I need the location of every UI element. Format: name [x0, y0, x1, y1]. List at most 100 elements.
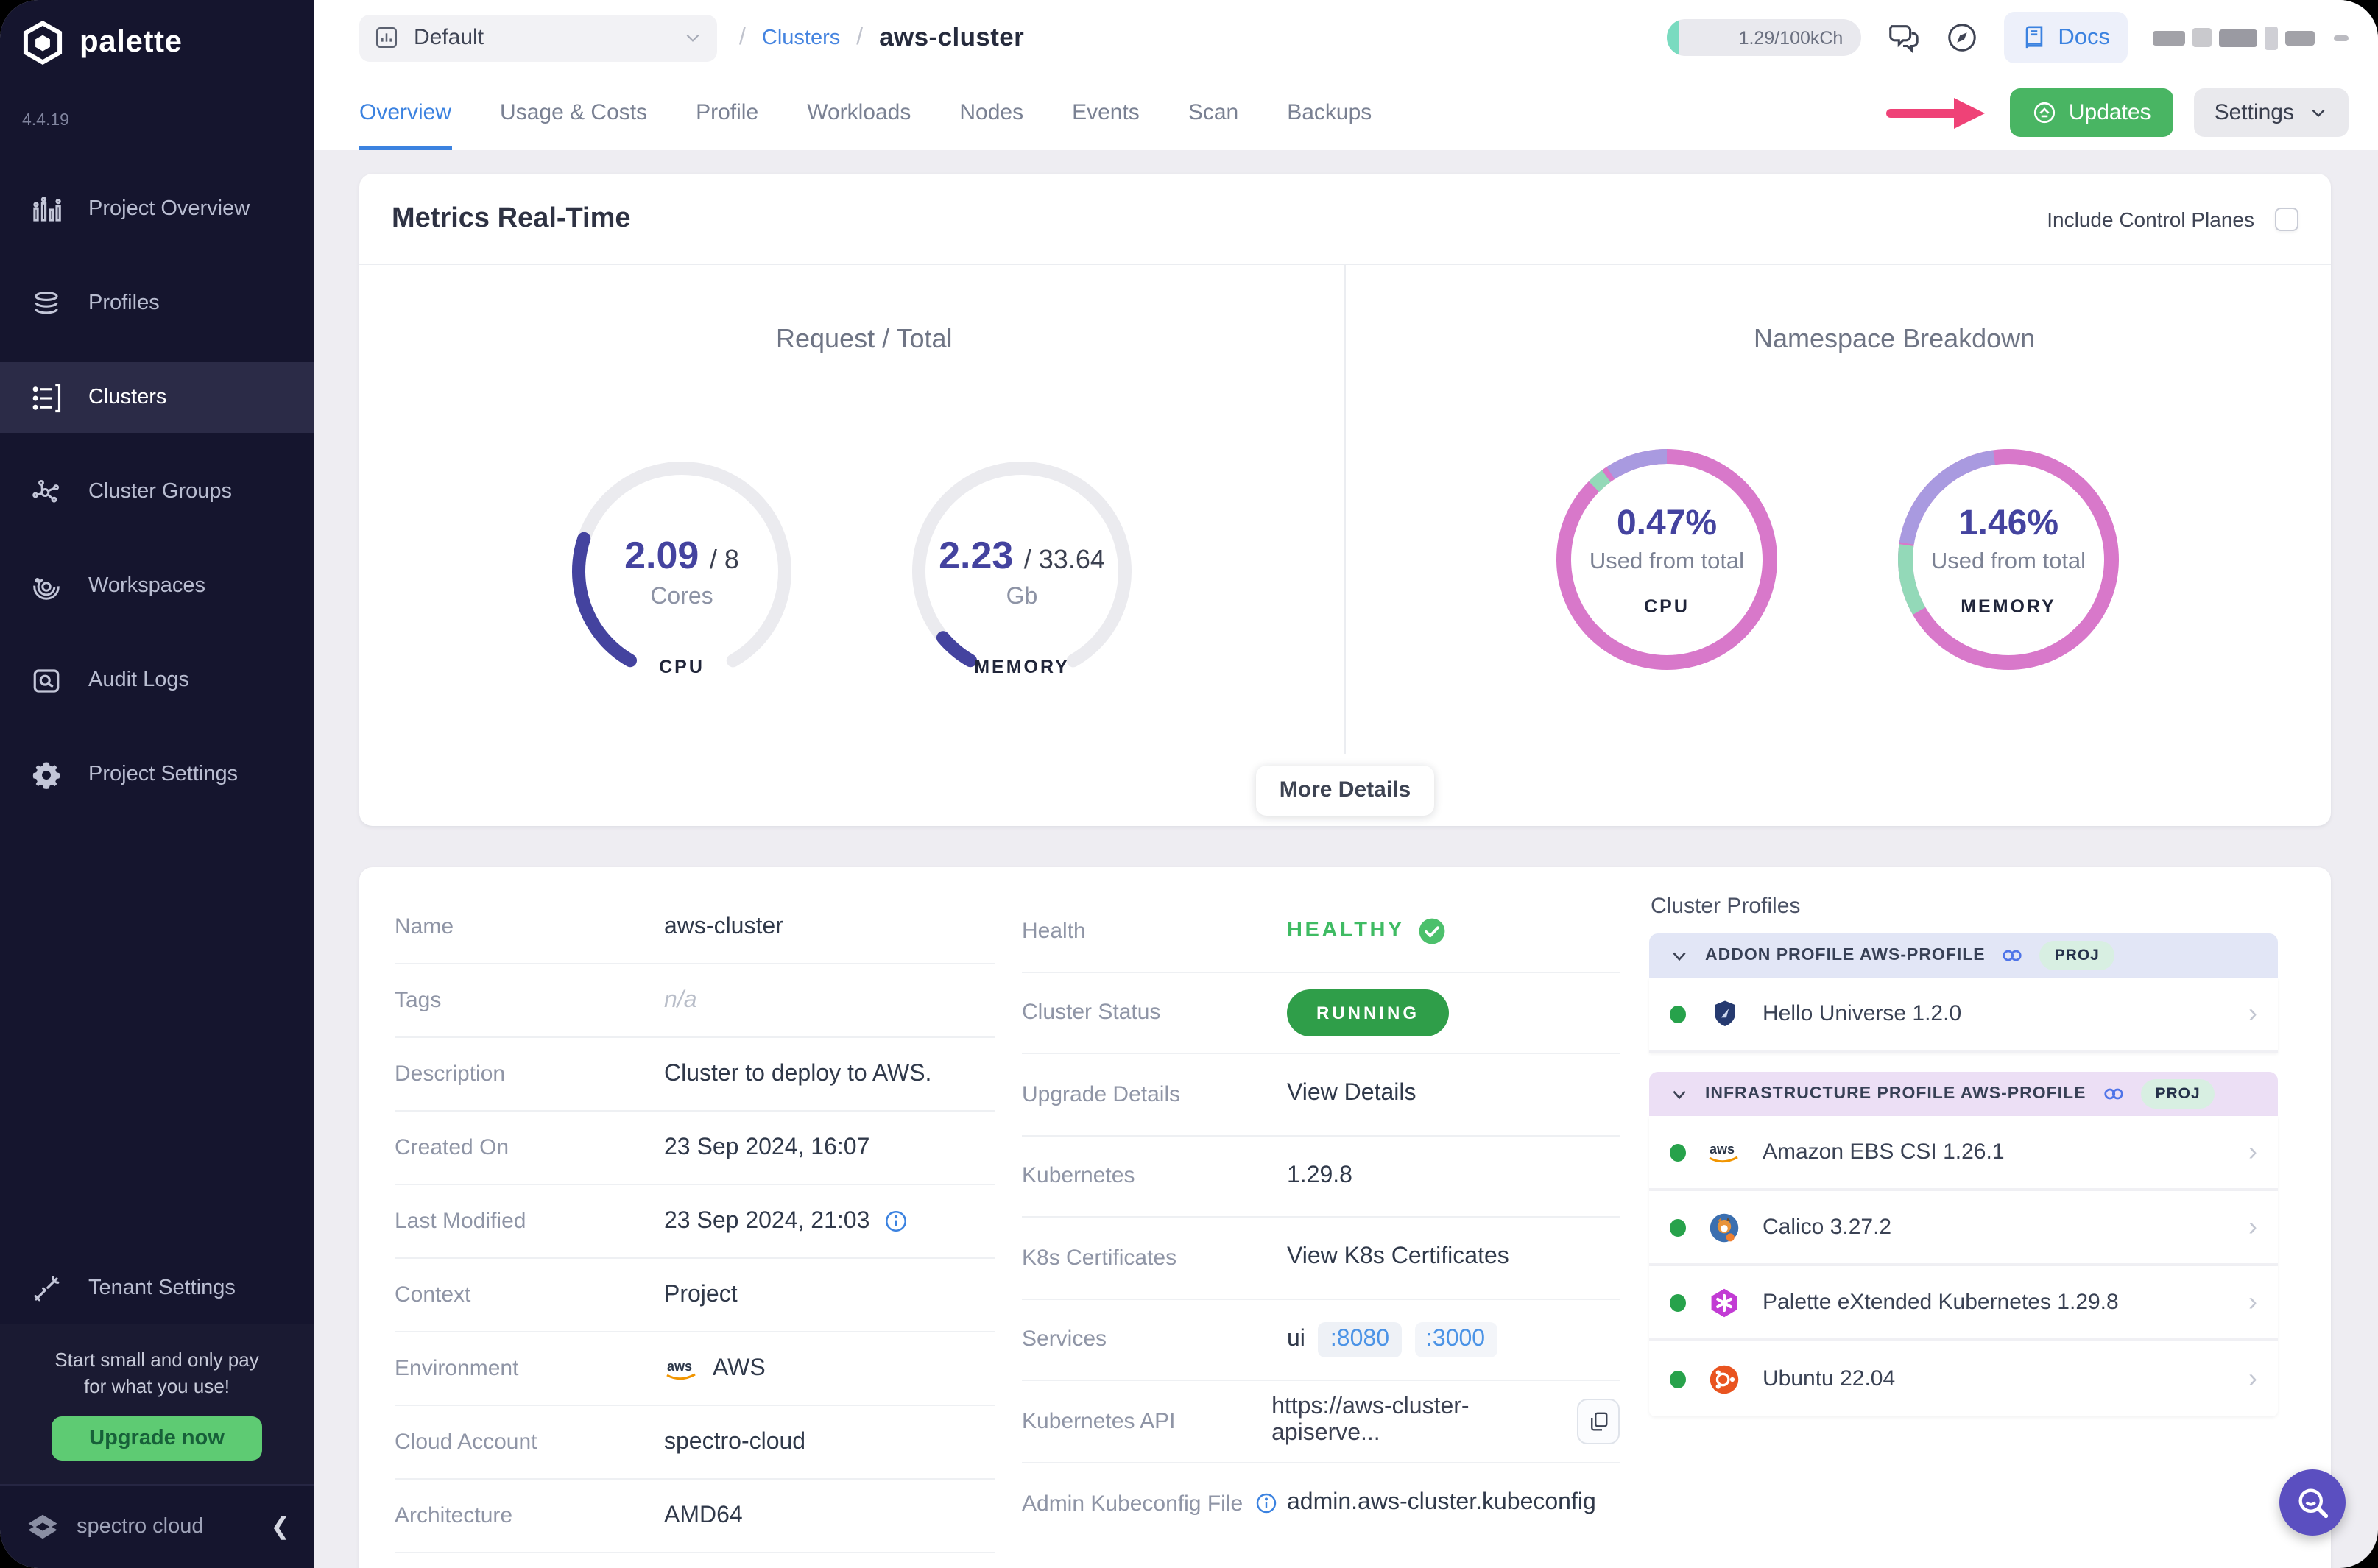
profile-pack-row-pxk[interactable]: Palette eXtended Kubernetes 1.29.8 › — [1649, 1266, 2278, 1341]
detail-row-upgrade-details: Upgrade Details View Details — [1022, 1054, 1620, 1136]
breadcrumb-clusters-link[interactable]: Clusters — [761, 26, 841, 49]
sidebar-item-tenant-settings[interactable]: Tenant Settings — [0, 1253, 314, 1324]
usage-meter-fill — [1666, 19, 1679, 56]
profile-pack-row-hello-universe[interactable]: Hello Universe 1.2.0 › — [1649, 978, 2278, 1053]
detail-row-name: Name aws-cluster — [395, 891, 995, 964]
detail-row-cluster-status: Cluster Status RUNNING — [1022, 972, 1620, 1054]
service-port-link[interactable]: :3000 — [1414, 1321, 1497, 1357]
service-port-link[interactable]: :8080 — [1318, 1321, 1401, 1357]
sidebar: palette 4.4.19 Project Overview Profiles… — [0, 0, 314, 1568]
upgrade-now-button[interactable]: Upgrade now — [51, 1416, 263, 1461]
field-value: n/a — [664, 987, 697, 1012]
field-label: Health — [1022, 918, 1086, 944]
pack-name: Hello Universe 1.2.0 — [1763, 1001, 1962, 1026]
tab-backups[interactable]: Backups — [1287, 99, 1372, 124]
namespace-cpu-caption: Used from total — [1589, 548, 1745, 573]
sidebar-item-project-overview[interactable]: Project Overview — [0, 174, 314, 244]
field-label: Services — [1022, 1327, 1107, 1352]
chevron-right-icon: › — [2248, 1287, 2257, 1316]
field-label: Tags — [395, 988, 442, 1013]
sidebar-item-label: Workspaces — [88, 574, 206, 598]
annotation-arrow — [1885, 97, 1985, 128]
docs-button[interactable]: Docs — [2003, 12, 2128, 63]
chevron-down-icon — [2312, 109, 2325, 118]
status-badge: RUNNING — [1287, 989, 1449, 1036]
collapse-sidebar-chevron[interactable]: ❮ — [270, 1515, 290, 1540]
include-control-planes-checkbox[interactable] — [2275, 207, 2298, 230]
hello-universe-icon — [1707, 996, 1742, 1031]
info-icon[interactable] — [1255, 1492, 1278, 1516]
tab-scan[interactable]: Scan — [1188, 99, 1239, 124]
detail-row-services: Services ui :8080 :3000 — [1022, 1299, 1620, 1381]
cpu-unit: Cores — [650, 584, 713, 609]
details-left-column: Name aws-cluster Tags n/a Description Cl… — [395, 891, 995, 1553]
tab-usage-costs[interactable]: Usage & Costs — [500, 99, 648, 124]
app-name: palette — [80, 25, 183, 59]
chevron-down-icon — [1673, 951, 1686, 961]
pack-status-dot — [1670, 1293, 1686, 1311]
more-details-button[interactable]: More Details — [1255, 765, 1435, 815]
detail-row-environment: Environment aws AWS — [395, 1332, 995, 1406]
health-status: HEALTHY — [1287, 919, 1405, 943]
info-icon[interactable] — [883, 1209, 908, 1234]
view-k8s-certificates-link[interactable]: View K8s Certificates — [1287, 1244, 1509, 1270]
field-label: Description — [395, 1062, 506, 1087]
clusters-icon — [29, 382, 62, 413]
detail-row-architecture: Architecture AMD64 — [395, 1480, 995, 1553]
profile-pack-row-ubuntu[interactable]: Ubuntu 22.04 › — [1649, 1341, 2278, 1416]
copy-button[interactable] — [1576, 1398, 1620, 1444]
sidebar-item-profiles[interactable]: Profiles — [0, 268, 314, 339]
cluster-profiles-panel: Cluster Profiles ADDON PROFILE AWS-PROFI… — [1649, 882, 2278, 1416]
profile-pack-row-calico[interactable]: Calico 3.27.2 › — [1649, 1191, 2278, 1266]
chevron-down-icon — [1673, 1090, 1686, 1099]
updates-button[interactable]: Updates — [2009, 88, 2173, 137]
tab-workloads[interactable]: Workloads — [807, 99, 911, 124]
tab-events[interactable]: Events — [1072, 99, 1140, 124]
project-selector[interactable]: Default — [359, 14, 717, 61]
sidebar-item-workspaces[interactable]: Workspaces — [0, 551, 314, 621]
circled-up-icon — [2033, 102, 2055, 124]
api-endpoint: https://aws-cluster-apiserve... — [1271, 1394, 1470, 1447]
field-label: Upgrade Details — [1022, 1081, 1181, 1107]
promo-text-line2: for what you use! — [84, 1375, 230, 1397]
compass-icon[interactable] — [1944, 21, 1978, 54]
infrastructure-profile-header[interactable]: INFRASTRUCTURE PROFILE AWS-PROFILE PROJ — [1649, 1072, 2278, 1116]
pack-status-dot — [1670, 1218, 1686, 1236]
chevron-right-icon: › — [2248, 998, 2257, 1028]
field-value: 23 Sep 2024, 16:07 — [664, 1134, 870, 1159]
detail-row-health: Health HEALTHY — [1022, 891, 1620, 972]
sidebar-item-label: Profiles — [88, 292, 160, 315]
infrastructure-profile-name: INFRASTRUCTURE PROFILE AWS-PROFILE — [1705, 1085, 2086, 1103]
addon-profile-header[interactable]: ADDON PROFILE AWS-PROFILE PROJ — [1649, 933, 2278, 978]
sidebar-item-project-settings[interactable]: Project Settings — [0, 739, 314, 810]
settings-button[interactable]: Settings — [2193, 88, 2349, 137]
project-icon — [375, 27, 398, 49]
sidebar-item-clusters[interactable]: Clusters — [0, 362, 314, 433]
detail-row-kubernetes: Kubernetes 1.29.8 — [1022, 1136, 1620, 1218]
sidebar-item-audit-logs[interactable]: Audit Logs — [0, 645, 314, 716]
search-smiley-icon — [2298, 1488, 2328, 1518]
tab-profile[interactable]: Profile — [696, 99, 759, 124]
cpu-request-value: 2.09 — [624, 532, 699, 576]
support-search-fab[interactable] — [2279, 1469, 2346, 1536]
sidebar-item-cluster-groups[interactable]: Cluster Groups — [0, 456, 314, 527]
audit-search-icon — [29, 665, 62, 696]
pack-status-dot — [1670, 1370, 1686, 1388]
tab-nodes[interactable]: Nodes — [959, 99, 1024, 124]
detail-row-description: Description Cluster to deploy to AWS. — [395, 1038, 995, 1112]
bar-chart-icon — [29, 194, 62, 225]
chevron-right-icon: › — [2248, 1137, 2257, 1166]
field-value: Cluster to deploy to AWS. — [664, 1061, 932, 1086]
detail-row-kubeconfig: Admin Kubeconfig File admin.aws-cluster.… — [1022, 1463, 1620, 1544]
top-bar: Default / Clusters / aws-cluster 1.29/10… — [314, 0, 2378, 75]
view-details-link[interactable]: View Details — [1287, 1081, 1416, 1106]
aws-logo-icon: aws — [1707, 1134, 1742, 1170]
profile-pack-row-amazon-ebs[interactable]: aws Amazon EBS CSI 1.26.1 › — [1649, 1116, 2278, 1191]
updates-label: Updates — [2068, 100, 2151, 125]
kubeconfig-link[interactable]: admin.aws-cluster.kubeconfig — [1287, 1490, 1596, 1516]
field-label: K8s Certificates — [1022, 1245, 1177, 1271]
chat-icon[interactable] — [1885, 21, 1919, 54]
tab-overview[interactable]: Overview — [359, 75, 452, 150]
pack-name: Ubuntu 22.04 — [1763, 1366, 1896, 1391]
field-label: Environment — [395, 1356, 519, 1381]
